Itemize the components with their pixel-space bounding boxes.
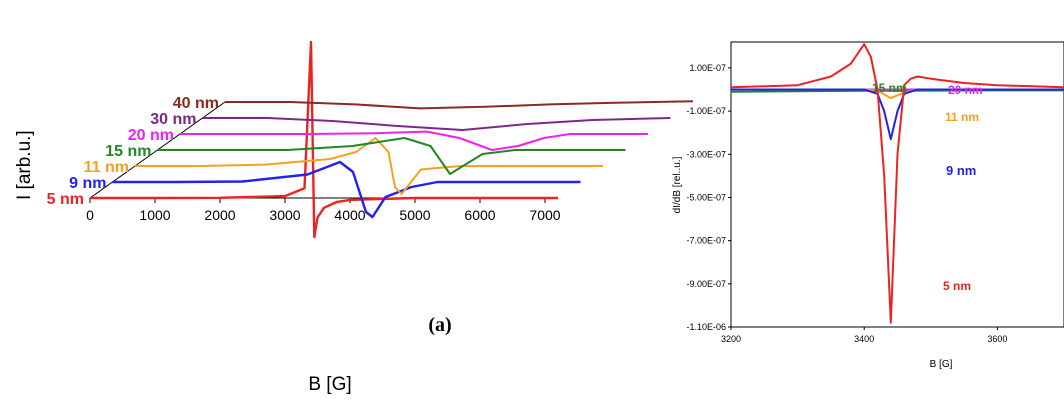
series-line — [157, 137, 626, 175]
x-axis-title: B [G] — [308, 374, 351, 395]
y-tick-label: -9.00E-07 — [686, 279, 726, 289]
x-tick-label: 6000 — [464, 207, 495, 223]
y-tick-label: -1.00E-07 — [686, 106, 726, 116]
series-line — [225, 100, 694, 110]
y-tick-label: 1.00E-07 — [689, 63, 726, 73]
series-line — [90, 40, 558, 239]
y-tick-label: -5.00E-07 — [686, 192, 726, 202]
x-tick-label: 4000 — [334, 207, 365, 223]
series-label: 9 nm — [69, 175, 106, 192]
y-axis-title: I [arb.u.] — [14, 130, 35, 200]
x-tick-label: 0 — [86, 207, 94, 223]
panel-label: (a) — [428, 314, 451, 336]
panel-a: 0 1000 2000 3000 4000 5000 6000 7000 5 nm9 nm11… — [14, 40, 694, 395]
x-tick-label: 2000 — [204, 207, 235, 223]
series-line — [730, 43, 1064, 324]
y-tick-label: -3.00E-07 — [686, 149, 726, 159]
y-tick-label: -7.00E-07 — [686, 236, 726, 246]
panel-b: 1.00E-07 -1.00E-07 -3.00E-07 -5.00E-07 -7.00… — [672, 41, 1064, 370]
series-label: 20 nm — [128, 127, 174, 144]
x-tick-label: 3200 — [721, 334, 741, 344]
y-axis-title: dI/dB [rel..u.] — [672, 156, 683, 213]
series-label: 5 nm — [47, 191, 84, 208]
series-label: 5 nm — [943, 279, 971, 293]
series-label: 20 nm — [948, 83, 983, 97]
x-tick-label: 3600 — [987, 334, 1007, 344]
series-label: 30 nm — [150, 111, 196, 128]
series-label: 15 nm — [105, 143, 151, 160]
plot-frame — [730, 41, 1064, 328]
series-line — [135, 137, 603, 195]
x-tick-label: 3000 — [269, 207, 300, 223]
x-tick-label: 7000 — [529, 207, 560, 223]
y-tick-label: -1.10E-06 — [686, 322, 726, 332]
x-tick-label: 3400 — [854, 334, 874, 344]
series-label: 11 nm — [84, 159, 129, 176]
series-label: 9 nm — [946, 163, 976, 178]
series-label: 40 nm — [173, 95, 219, 112]
x-tick-label: 5000 — [399, 207, 430, 223]
series-line — [112, 160, 581, 219]
series-line — [180, 130, 648, 151]
x-axis-title: B [G] — [930, 359, 953, 370]
x-tick-label: 1000 — [139, 207, 170, 223]
series-label: 15 nm — [872, 81, 907, 95]
series-label: 11 nm — [945, 110, 979, 124]
series-line — [731, 88, 1064, 141]
series-line — [202, 117, 671, 131]
